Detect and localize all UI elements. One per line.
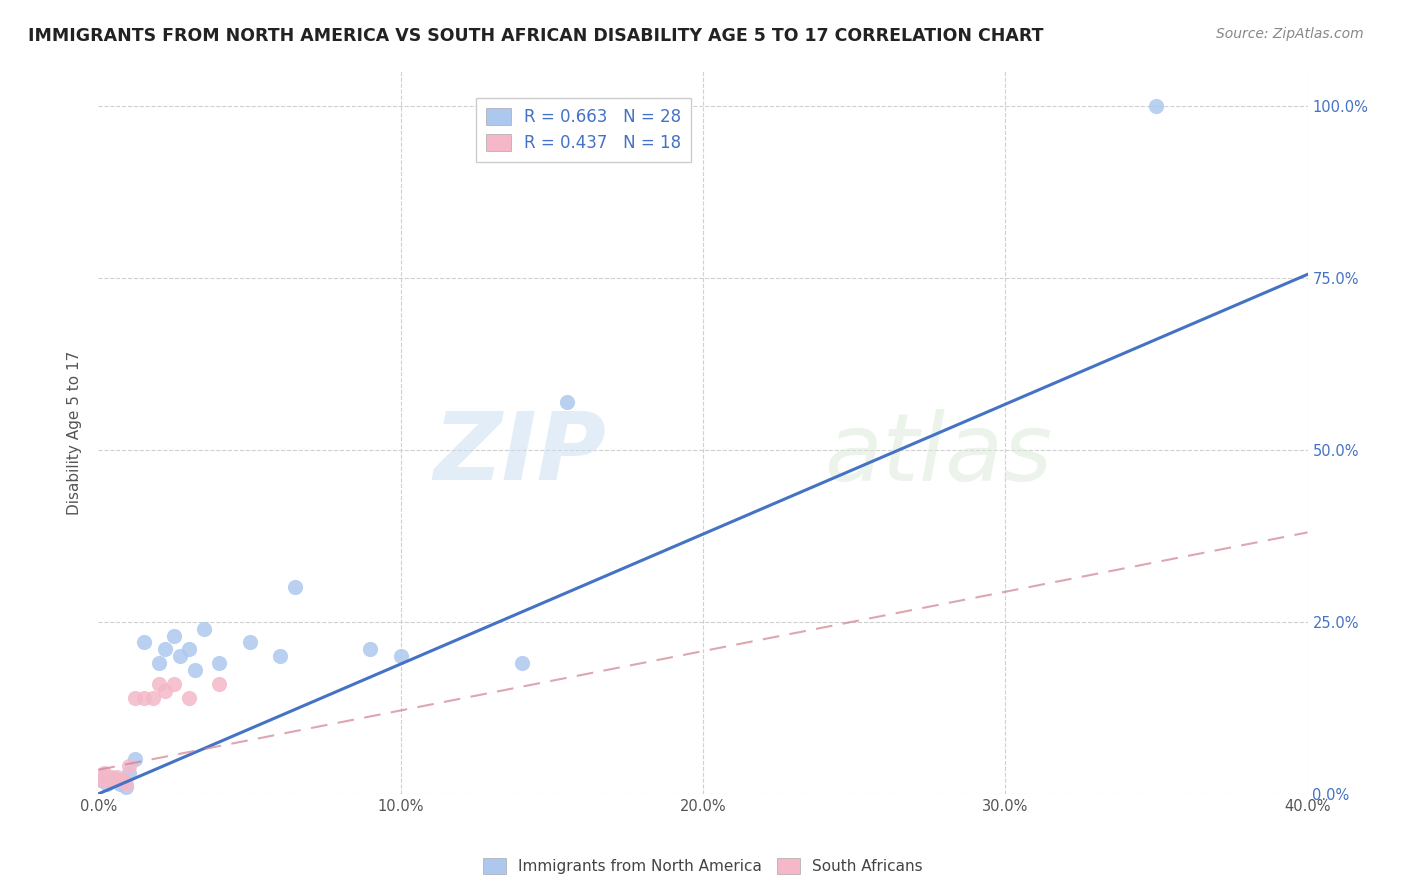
Point (124, 690, 146, 705)
Point (179, 642, 201, 657)
Legend: Immigrants from North America, South Africans: Immigrants from North America, South Afr… (477, 852, 929, 880)
Point (114, 776, 136, 790)
Point (142, 690, 165, 705)
Point (153, 642, 176, 657)
Point (193, 622, 215, 636)
Point (118, 759, 141, 773)
Point (111, 773, 134, 788)
Point (103, 773, 125, 788)
Point (118, 766, 141, 780)
Point (93, 770, 115, 784)
Point (132, 635, 155, 649)
Point (124, 752, 146, 766)
Point (555, 394, 578, 409)
Point (100, 770, 122, 784)
Point (389, 649, 412, 664)
Point (96, 776, 118, 790)
Point (269, 649, 291, 664)
Point (93, 766, 115, 780)
Point (153, 683, 176, 698)
Point (284, 581, 307, 595)
Point (239, 635, 262, 649)
Point (163, 677, 186, 691)
Point (108, 776, 131, 790)
Point (90, 773, 112, 788)
Point (360, 642, 382, 657)
Point (169, 649, 191, 664)
Text: atlas: atlas (824, 409, 1052, 500)
Point (1144, 99, 1167, 113)
Point (163, 629, 186, 643)
Point (108, 773, 131, 788)
Point (100, 773, 122, 788)
Text: IMMIGRANTS FROM NORTH AMERICA VS SOUTH AFRICAN DISABILITY AGE 5 TO 17 CORRELATIO: IMMIGRANTS FROM NORTH AMERICA VS SOUTH A… (28, 27, 1043, 45)
Text: Source: ZipAtlas.com: Source: ZipAtlas.com (1216, 27, 1364, 41)
Point (208, 677, 231, 691)
Point (90, 773, 112, 788)
Point (105, 770, 128, 784)
Point (103, 773, 125, 788)
Text: ZIP: ZIP (433, 409, 606, 500)
Point (111, 773, 134, 788)
Point (148, 656, 170, 670)
Point (105, 773, 128, 788)
Point (510, 656, 533, 670)
Point (148, 677, 170, 691)
Point (208, 656, 231, 670)
Point (96, 773, 118, 788)
Point (179, 690, 201, 705)
Y-axis label: Disability Age 5 to 17: Disability Age 5 to 17 (67, 351, 83, 515)
Point (132, 690, 155, 705)
Point (184, 663, 207, 677)
Point (114, 780, 136, 794)
